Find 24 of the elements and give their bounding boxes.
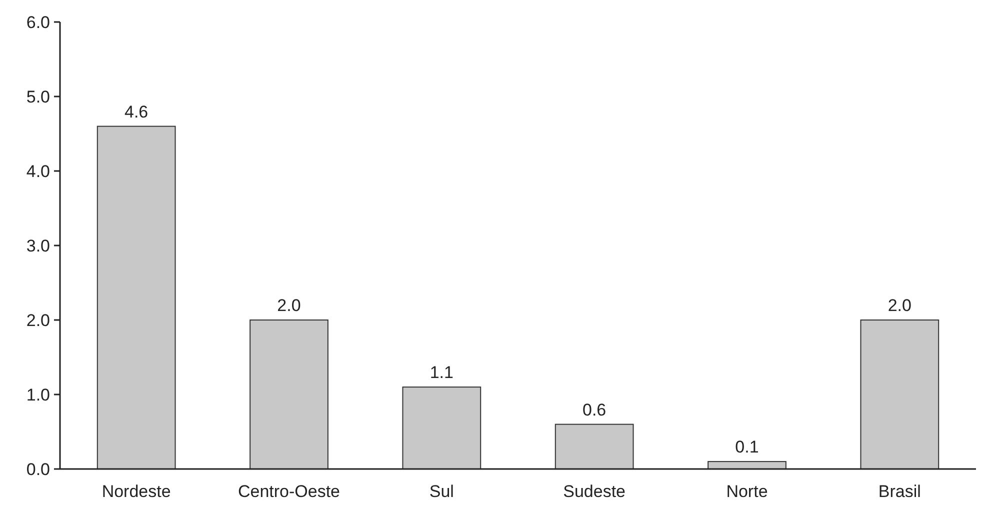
y-tick-label: 2.0 bbox=[26, 310, 50, 330]
data-label: 0.1 bbox=[735, 438, 759, 457]
x-tick-label: Sudeste bbox=[563, 482, 626, 501]
x-tick-label: Norte bbox=[726, 482, 768, 501]
data-label: 0.6 bbox=[582, 400, 606, 420]
x-tick-label: Brasil bbox=[878, 482, 921, 501]
data-label: 2.0 bbox=[277, 296, 301, 315]
bar bbox=[96, 126, 176, 470]
y-tick-label: 3.0 bbox=[26, 236, 50, 256]
bar bbox=[554, 424, 634, 470]
x-tick-label: Nordeste bbox=[102, 482, 171, 501]
x-tick-label: Centro-Oeste bbox=[238, 482, 340, 501]
bar bbox=[250, 320, 328, 470]
y-tick-label: 0.0 bbox=[26, 460, 50, 479]
data-label: 1.1 bbox=[430, 363, 454, 382]
y-tick-label: 6.0 bbox=[26, 12, 50, 32]
data-label: 4.6 bbox=[124, 102, 148, 122]
y-tick-label: 4.0 bbox=[26, 162, 50, 181]
bar bbox=[860, 320, 940, 470]
bar bbox=[402, 386, 482, 470]
data-label: 2.0 bbox=[888, 296, 912, 315]
y-tick-label: 5.0 bbox=[26, 87, 50, 106]
x-tick-label: Sul bbox=[429, 482, 454, 501]
y-tick-label: 1.0 bbox=[26, 385, 50, 404]
